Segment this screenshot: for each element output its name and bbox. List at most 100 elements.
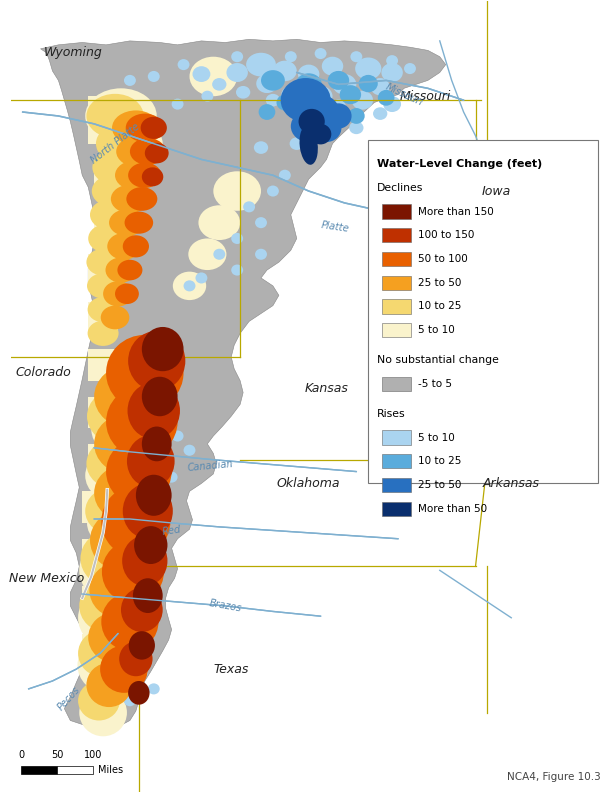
Text: Missouri: Missouri: [399, 90, 451, 103]
Text: Platte: Platte: [321, 220, 350, 233]
Polygon shape: [82, 492, 118, 523]
Ellipse shape: [351, 90, 373, 109]
Ellipse shape: [88, 297, 119, 322]
Ellipse shape: [285, 52, 297, 62]
Ellipse shape: [87, 274, 119, 298]
Ellipse shape: [92, 150, 137, 185]
Polygon shape: [88, 301, 118, 333]
Text: 50 to 100: 50 to 100: [418, 254, 468, 264]
Ellipse shape: [86, 249, 120, 276]
Polygon shape: [82, 634, 112, 665]
Ellipse shape: [193, 66, 210, 82]
Ellipse shape: [102, 592, 159, 651]
Text: 10 to 25: 10 to 25: [418, 301, 461, 312]
Ellipse shape: [173, 272, 206, 300]
Ellipse shape: [126, 187, 157, 211]
Ellipse shape: [117, 260, 142, 281]
Text: Canadian: Canadian: [187, 459, 233, 473]
Text: Brazos: Brazos: [208, 598, 243, 614]
Text: Pecos: Pecos: [56, 684, 82, 712]
Ellipse shape: [87, 389, 149, 444]
Ellipse shape: [381, 63, 403, 82]
Text: Water-Level Change (feet): Water-Level Change (feet): [377, 159, 542, 169]
Ellipse shape: [299, 109, 325, 134]
Ellipse shape: [328, 71, 349, 90]
Ellipse shape: [190, 57, 237, 96]
Polygon shape: [88, 396, 118, 428]
Text: 5 to 10: 5 to 10: [418, 325, 454, 335]
Ellipse shape: [128, 681, 150, 705]
Ellipse shape: [312, 113, 342, 142]
Ellipse shape: [171, 431, 184, 442]
Ellipse shape: [350, 52, 362, 62]
Bar: [382, 431, 410, 445]
Ellipse shape: [231, 233, 243, 244]
Text: 0: 0: [18, 750, 24, 760]
Text: Texas: Texas: [213, 663, 249, 676]
Ellipse shape: [359, 75, 378, 92]
Text: 100: 100: [84, 750, 102, 760]
Ellipse shape: [85, 88, 157, 144]
Text: Iowa: Iowa: [482, 185, 511, 197]
Ellipse shape: [87, 497, 149, 549]
Polygon shape: [88, 96, 142, 144]
Ellipse shape: [107, 233, 140, 260]
Ellipse shape: [115, 284, 139, 304]
Text: No substantial change: No substantial change: [377, 355, 499, 365]
Ellipse shape: [184, 281, 195, 291]
FancyBboxPatch shape: [368, 140, 598, 484]
Ellipse shape: [128, 331, 185, 391]
Text: NCA4, Figure 10.3: NCA4, Figure 10.3: [507, 772, 601, 782]
Text: Miles: Miles: [98, 765, 123, 776]
Ellipse shape: [78, 630, 128, 677]
Ellipse shape: [348, 108, 365, 124]
Text: Declines: Declines: [377, 183, 424, 193]
Ellipse shape: [79, 580, 133, 632]
Text: More than 150: More than 150: [418, 207, 494, 216]
Ellipse shape: [133, 578, 163, 613]
Ellipse shape: [310, 124, 331, 144]
Ellipse shape: [291, 110, 326, 142]
Ellipse shape: [246, 53, 276, 76]
Ellipse shape: [355, 58, 381, 79]
Ellipse shape: [258, 104, 275, 120]
Ellipse shape: [255, 217, 267, 228]
Ellipse shape: [266, 94, 280, 106]
Ellipse shape: [148, 71, 160, 82]
Ellipse shape: [85, 448, 151, 504]
Ellipse shape: [279, 170, 291, 181]
Ellipse shape: [236, 86, 250, 98]
Ellipse shape: [371, 78, 390, 95]
Text: Colorado: Colorado: [16, 366, 71, 379]
Polygon shape: [88, 444, 118, 476]
Ellipse shape: [282, 86, 300, 103]
Bar: [382, 228, 410, 243]
Ellipse shape: [88, 224, 124, 253]
Bar: [382, 377, 410, 391]
Text: 10 to 25: 10 to 25: [418, 456, 461, 466]
Polygon shape: [88, 255, 124, 285]
Ellipse shape: [116, 136, 162, 167]
Ellipse shape: [124, 75, 136, 86]
Ellipse shape: [106, 335, 184, 411]
Ellipse shape: [325, 103, 351, 128]
Polygon shape: [82, 586, 112, 618]
Ellipse shape: [100, 646, 148, 693]
Ellipse shape: [383, 96, 401, 112]
Ellipse shape: [309, 86, 333, 106]
Ellipse shape: [94, 465, 154, 520]
Ellipse shape: [273, 60, 297, 81]
Text: Wyoming: Wyoming: [44, 46, 103, 59]
Ellipse shape: [96, 124, 146, 163]
Ellipse shape: [124, 695, 136, 707]
Ellipse shape: [340, 85, 361, 104]
Ellipse shape: [78, 681, 120, 721]
Ellipse shape: [106, 386, 178, 458]
Ellipse shape: [94, 365, 165, 428]
Ellipse shape: [123, 484, 173, 538]
Ellipse shape: [148, 684, 160, 695]
Text: 25 to 50: 25 to 50: [418, 480, 461, 490]
Ellipse shape: [145, 143, 168, 163]
Ellipse shape: [142, 377, 178, 416]
Ellipse shape: [89, 562, 147, 618]
